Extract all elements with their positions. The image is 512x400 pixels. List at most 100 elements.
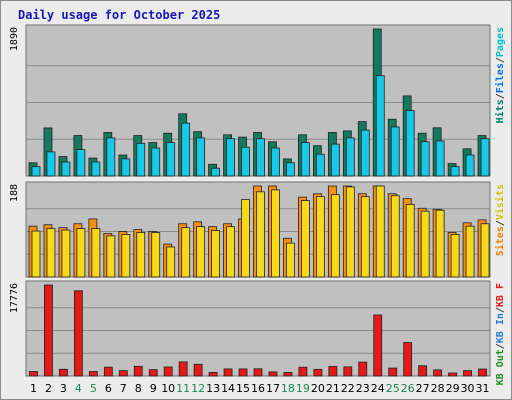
x-tick-label-9: 9 xyxy=(150,382,157,395)
bar-kbytes-kb-f-5 xyxy=(88,371,98,377)
legend-entry-kbytes-1: / xyxy=(495,343,506,349)
legend-entry-visitors-1: / xyxy=(495,220,506,226)
bar-kbytes-kb-f-15 xyxy=(238,368,248,377)
bar-visitors-visits-16 xyxy=(256,191,265,278)
bar-visitors-visits-3 xyxy=(61,229,71,278)
bar-kbytes-kb-f-20 xyxy=(313,368,323,377)
bar-visitors-visits-25 xyxy=(390,195,400,278)
bar-kbytes-kb-f-3 xyxy=(59,368,68,377)
bar-visitors-visits-7 xyxy=(121,234,131,278)
bar-kbytes-kb-f-19 xyxy=(298,366,308,377)
bar-visitors-visits-27 xyxy=(420,210,430,278)
bar-kbytes-kb-f-26 xyxy=(403,342,413,377)
bar-kbytes-kb-f-14 xyxy=(223,368,233,377)
x-tick-label-19: 19 xyxy=(296,382,310,395)
bar-traffic-files-25 xyxy=(390,126,400,177)
bar-visitors-visits-8 xyxy=(136,232,146,278)
x-tick-label-13: 13 xyxy=(206,382,220,395)
legend-entry-traffic-4: Pages xyxy=(495,27,506,57)
x-tick-label-17: 17 xyxy=(266,382,280,395)
bar-visitors-visits-12 xyxy=(196,226,206,278)
legend-entry-kbytes-2: KB In xyxy=(495,313,506,343)
x-tick-label-30: 30 xyxy=(461,382,475,395)
bar-kbytes-kb-f-13 xyxy=(208,371,218,377)
bar-traffic-files-16 xyxy=(256,138,265,177)
bar-traffic-files-21 xyxy=(330,143,340,177)
legend-entry-visitors-2: Visits xyxy=(494,184,506,220)
bar-kbytes-kb-f-25 xyxy=(388,367,398,377)
bar-traffic-files-20 xyxy=(315,153,325,177)
bar-traffic-files-8 xyxy=(136,142,146,177)
legend-entry-traffic-2: Files xyxy=(494,63,506,93)
legend-visitors: Sites/Visits xyxy=(494,184,506,256)
x-tick-label-12: 12 xyxy=(191,382,205,395)
bar-kbytes-kb-f-24 xyxy=(373,314,383,377)
x-tick-label-27: 27 xyxy=(416,382,430,395)
bar-kbytes-kb-f-31 xyxy=(478,368,487,377)
x-tick-label-26: 26 xyxy=(401,382,415,395)
bar-traffic-files-28 xyxy=(435,140,445,177)
bar-traffic-files-26 xyxy=(405,110,415,177)
bar-traffic-files-31 xyxy=(480,138,490,177)
bar-visitors-visits-24 xyxy=(375,185,385,278)
legend-entry-traffic-0: Hits xyxy=(494,99,506,123)
x-tick-label-21: 21 xyxy=(326,382,340,395)
bar-kbytes-kb-f-10 xyxy=(163,366,173,377)
bar-traffic-files-6 xyxy=(106,137,116,177)
bar-visitors-visits-23 xyxy=(360,196,370,278)
y-max-label-visitors: 188 xyxy=(9,184,20,202)
bar-traffic-files-12 xyxy=(196,137,206,177)
bar-visitors-visits-10 xyxy=(166,246,176,278)
bar-kbytes-kb-f-23 xyxy=(358,361,368,377)
bar-traffic-files-22 xyxy=(345,137,355,177)
x-tick-label-22: 22 xyxy=(341,382,355,395)
bar-traffic-files-5 xyxy=(91,161,101,177)
bar-visitors-visits-1 xyxy=(31,230,41,278)
x-tick-label-14: 14 xyxy=(221,382,235,395)
x-tick-label-11: 11 xyxy=(176,382,190,395)
bar-kbytes-kb-f-1 xyxy=(29,371,38,377)
bar-traffic-files-2 xyxy=(46,151,56,177)
bar-traffic-files-13 xyxy=(211,167,221,177)
bar-visitors-visits-17 xyxy=(271,189,280,278)
bar-visitors-visits-14 xyxy=(226,226,235,278)
x-tick-label-4: 4 xyxy=(75,382,82,395)
x-tick-label-8: 8 xyxy=(135,382,142,395)
bar-visitors-visits-21 xyxy=(330,194,340,278)
bar-traffic-files-1 xyxy=(31,166,41,177)
x-tick-label-25: 25 xyxy=(386,382,400,395)
bar-traffic-files-17 xyxy=(271,147,280,177)
bar-kbytes-kb-f-2 xyxy=(44,284,53,377)
x-tick-label-28: 28 xyxy=(431,382,445,395)
bar-traffic-files-24 xyxy=(375,75,385,177)
legend-entry-visitors-0: Sites xyxy=(494,226,506,256)
bar-kbytes-kb-f-30 xyxy=(463,370,472,377)
bar-traffic-files-11 xyxy=(181,122,191,177)
legend-entry-kbytes-3: / xyxy=(495,307,506,313)
x-tick-label-24: 24 xyxy=(371,382,385,395)
bar-visitors-visits-11 xyxy=(181,227,191,278)
x-tick-label-29: 29 xyxy=(446,382,460,395)
bar-traffic-files-10 xyxy=(166,142,176,177)
chart-title: Daily usage for October 2025 xyxy=(18,8,221,22)
bar-visitors-visits-29 xyxy=(450,234,460,278)
bar-visitors-visits-2 xyxy=(46,228,56,278)
x-tick-label-10: 10 xyxy=(161,382,175,395)
x-tick-label-20: 20 xyxy=(311,382,325,395)
legend-entry-traffic-1: / xyxy=(495,93,506,99)
bar-kbytes-kb-f-17 xyxy=(268,371,278,377)
bar-visitors-visits-28 xyxy=(435,209,445,278)
bar-visitors-visits-15 xyxy=(241,199,250,278)
legend-traffic: Hits/Files/Pages xyxy=(494,27,506,123)
legend-entry-kbytes-4: KB F xyxy=(495,283,506,307)
bar-traffic-files-18 xyxy=(286,162,295,177)
x-tick-label-15: 15 xyxy=(236,382,250,395)
bar-visitors-visits-4 xyxy=(76,228,86,278)
bar-kbytes-kb-f-12 xyxy=(193,363,203,377)
bar-traffic-files-4 xyxy=(76,149,86,177)
bar-visitors-visits-20 xyxy=(315,196,325,278)
x-tick-label-3: 3 xyxy=(60,382,67,395)
bar-visitors-visits-26 xyxy=(405,203,415,278)
bar-visitors-visits-18 xyxy=(286,242,295,278)
bar-visitors-visits-19 xyxy=(301,200,310,278)
